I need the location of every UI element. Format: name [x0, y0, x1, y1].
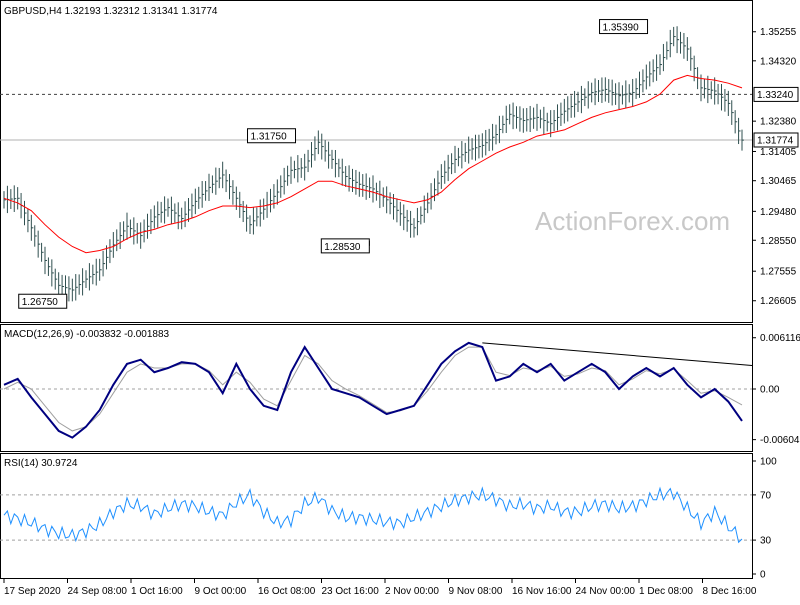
annotation-label: 1.26750 [22, 297, 59, 308]
watermark: ActionForex.com [535, 206, 730, 236]
annotation-label: 1.35390 [603, 23, 640, 34]
price-label: 1.33240 [757, 90, 794, 101]
x-tick-label: 2 Nov 00:00 [385, 586, 439, 597]
price-y-tick-label: 1.32380 [760, 117, 797, 128]
x-tick-label: 8 Dec 16:00 [703, 586, 757, 597]
annotation-box [247, 128, 297, 144]
x-tick-label: 24 Sep 08:00 [68, 586, 128, 597]
x-tick-label: 16 Oct 08:00 [258, 586, 316, 597]
rsi-line [3, 486, 743, 544]
price-label-box [753, 86, 799, 102]
rsi-y-tick-label: 0 [760, 570, 766, 581]
annotation-box [599, 19, 649, 35]
axes: 1.35255 1.34320 1.32380 1.31405 1.30465 1.294… [3, 27, 800, 597]
annotation-label: 1.28530 [324, 242, 361, 253]
price-label-box [753, 132, 799, 148]
macd-y-tick-label: 0.00 [760, 385, 780, 396]
price-y-tick-label: 1.31405 [760, 147, 797, 158]
moving-average-line [3, 74, 743, 254]
annotation-box [320, 238, 370, 254]
rsi-plot [0, 486, 752, 544]
price-pane [0, 0, 753, 323]
annotation-label: 1.31750 [251, 132, 288, 143]
x-tick-label: 17 Sep 2020 [4, 586, 61, 597]
price-y-tick-label: 1.27555 [760, 267, 797, 278]
x-tick-label: 24 Nov 00:00 [576, 586, 636, 597]
macd-y-tick-label: -0.00604 [760, 435, 800, 446]
annotation-box [18, 293, 68, 309]
x-tick-label: 1 Oct 16:00 [131, 586, 183, 597]
x-tick-label: 1 Dec 08:00 [639, 586, 693, 597]
rsi-y-tick-label: 100 [760, 457, 777, 468]
price-y-tick-label: 1.34320 [760, 56, 797, 67]
macd-line [3, 341, 743, 439]
price-y-tick-label: 1.26605 [760, 296, 797, 307]
price-label: 1.31774 [757, 135, 794, 146]
x-tick-label: 9 Oct 00:00 [195, 586, 247, 597]
price-y-tick-label: 1.30465 [760, 176, 797, 187]
macd-pane-title: MACD(12,26,9) -0.003832 -0.001883 [4, 329, 170, 340]
macd-pane [0, 324, 753, 452]
rsi-y-tick-label: 30 [760, 536, 772, 547]
rsi-pane-title: RSI(14) 30.9724 [4, 458, 78, 469]
price-y-tick-label: 1.28550 [760, 236, 797, 247]
x-tick-label: 16 Nov 16:00 [512, 586, 572, 597]
price-y-tick-label: 1.35255 [760, 27, 797, 38]
macd-y-tick-label: 0.006116 [760, 333, 800, 344]
macd-trendline [482, 342, 753, 367]
price-pane-title: GBPUSD,H4 1.32193 1.32312 1.31341 1.3177… [4, 6, 218, 17]
macd-signal-line [3, 346, 743, 432]
x-tick-label: 9 Nov 08:00 [449, 586, 503, 597]
rsi-pane [0, 453, 753, 579]
x-tick-label: 23 Oct 16:00 [322, 586, 380, 597]
price-plot: 1.35390 1.31750 1.28530 1.26750 [0, 19, 752, 309]
rsi-y-tick-label: 70 [760, 490, 772, 501]
macd-plot [0, 341, 753, 439]
price-y-tick-label: 1.29480 [760, 207, 797, 218]
